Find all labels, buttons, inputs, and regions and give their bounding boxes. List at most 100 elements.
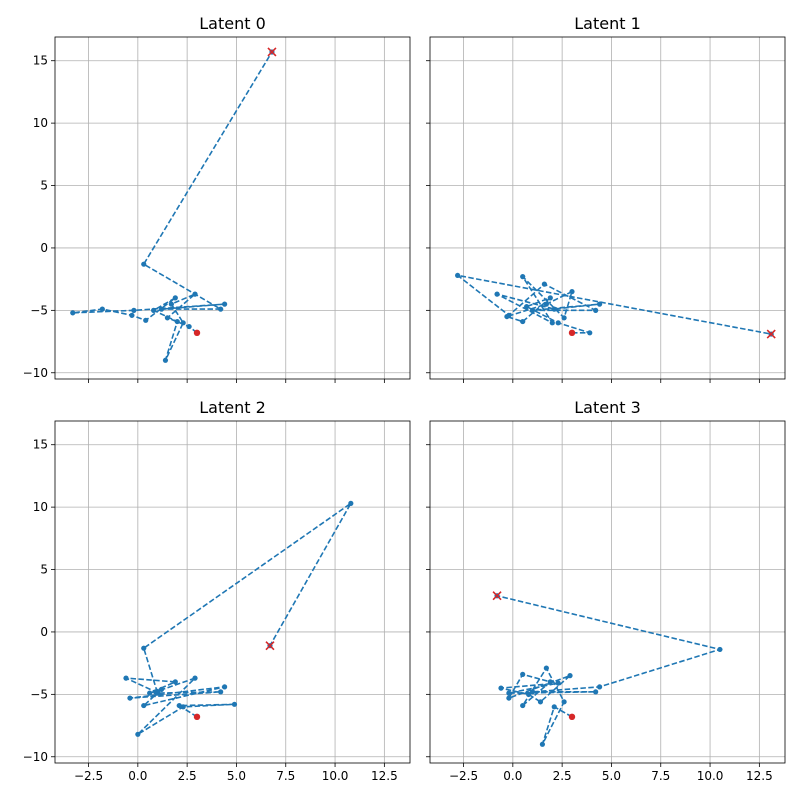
data-point: [141, 702, 147, 709]
data-point: [70, 310, 76, 316]
series-line: [125, 502, 352, 735]
data-point: [593, 689, 599, 695]
series-line: [72, 51, 273, 361]
end-marker: [267, 47, 277, 57]
data-point: [131, 307, 137, 313]
y-tick-label: −5: [30, 303, 48, 317]
data-point: [143, 317, 149, 323]
x-tick-label: 10.0: [322, 769, 349, 783]
x-tick-label: 5.0: [227, 769, 246, 783]
data-point: [597, 684, 603, 690]
data-point: [498, 685, 504, 691]
data-point: [494, 291, 500, 297]
data-point: [135, 731, 141, 737]
start-marker: [193, 713, 201, 721]
data-point: [192, 291, 198, 297]
data-point: [172, 679, 178, 685]
data-point: [587, 330, 593, 336]
panel-title: Latent 2: [199, 398, 266, 417]
series-line: [457, 274, 772, 335]
data-point: [218, 689, 224, 695]
data-point: [541, 281, 547, 287]
x-tick-label: 12.5: [371, 769, 398, 783]
data-point: [168, 301, 174, 307]
subplot-latent-2: Latent 2 −2.5 0.0 2.5 5.0 7.5 10.0 12.5 −10 −5 0 5…: [23, 398, 411, 783]
x-tick-label: 7.5: [276, 769, 295, 783]
x-tick-label: 2.5: [178, 769, 197, 783]
data-point: [520, 702, 526, 709]
data-point: [127, 695, 133, 701]
data-point: [154, 690, 161, 696]
end-marker: [265, 641, 275, 651]
data-point: [543, 665, 549, 671]
data-point: [222, 684, 228, 690]
data-point: [348, 500, 354, 506]
data-point: [164, 315, 171, 321]
data-point: [551, 306, 557, 312]
data-point: [123, 675, 129, 681]
x-tick-label: 7.5: [651, 769, 670, 783]
y-tick-label: 10: [33, 500, 48, 514]
subplot-latent-1: Latent 1: [426, 14, 786, 383]
y-tick-label: 10: [33, 116, 48, 130]
data-point: [717, 646, 723, 653]
data-point: [529, 689, 536, 695]
data-point: [549, 320, 555, 326]
data-point: [526, 691, 532, 697]
y-tick-label: 15: [33, 54, 48, 68]
data-point: [561, 699, 567, 705]
data-point: [539, 741, 546, 747]
start-marker: [193, 329, 201, 337]
x-tick-label: 0.0: [503, 769, 522, 783]
data-point: [176, 702, 182, 709]
y-tick-label: 15: [33, 438, 48, 452]
x-tick-label: 5.0: [602, 769, 621, 783]
data-point: [174, 318, 180, 325]
x-tick-label: 10.0: [697, 769, 724, 783]
data-point: [547, 295, 553, 301]
y-tick-label: 5: [40, 563, 48, 577]
data-point: [141, 261, 147, 267]
subplot-latent-0: Latent 0 −10 −5 0 5 10 15: [23, 14, 411, 383]
panel-title: Latent 1: [574, 14, 641, 33]
data-point: [158, 306, 165, 312]
data-point: [129, 312, 135, 318]
data-point: [520, 671, 526, 677]
y-tick-label: 0: [40, 241, 48, 255]
end-marker: [766, 329, 776, 339]
data-point: [524, 304, 530, 310]
data-point: [520, 274, 526, 280]
data-point: [162, 357, 169, 363]
series-line: [496, 594, 723, 745]
data-point: [529, 307, 536, 313]
start-marker: [568, 713, 576, 721]
data-point: [537, 699, 544, 705]
x-tick-label: −2.5: [74, 769, 103, 783]
y-tick-label: −10: [23, 750, 48, 764]
data-point: [547, 679, 553, 685]
subplot-latent-3: Latent 3 −2.5 0.0 2.5 5.0 7.5 10.0 12.5: [426, 398, 786, 783]
data-point: [186, 323, 192, 330]
data-point: [231, 701, 238, 707]
data-point: [222, 301, 228, 307]
panel-title: Latent 3: [574, 398, 641, 417]
data-point: [218, 306, 224, 312]
data-point: [141, 645, 147, 651]
data-point: [506, 695, 512, 701]
y-tick-label: 0: [40, 625, 48, 639]
data-point: [567, 673, 573, 679]
data-point: [555, 320, 561, 326]
x-tick-label: 12.5: [746, 769, 773, 783]
data-point: [192, 675, 198, 681]
data-point: [555, 680, 561, 686]
data-point: [151, 307, 157, 313]
data-point: [172, 295, 178, 301]
x-tick-label: −2.5: [449, 769, 478, 783]
data-point: [520, 318, 526, 325]
data-point: [455, 272, 461, 279]
data-point: [506, 690, 512, 696]
axes-frame: [54, 36, 411, 380]
data-point: [593, 307, 599, 313]
start-marker: [568, 329, 576, 337]
